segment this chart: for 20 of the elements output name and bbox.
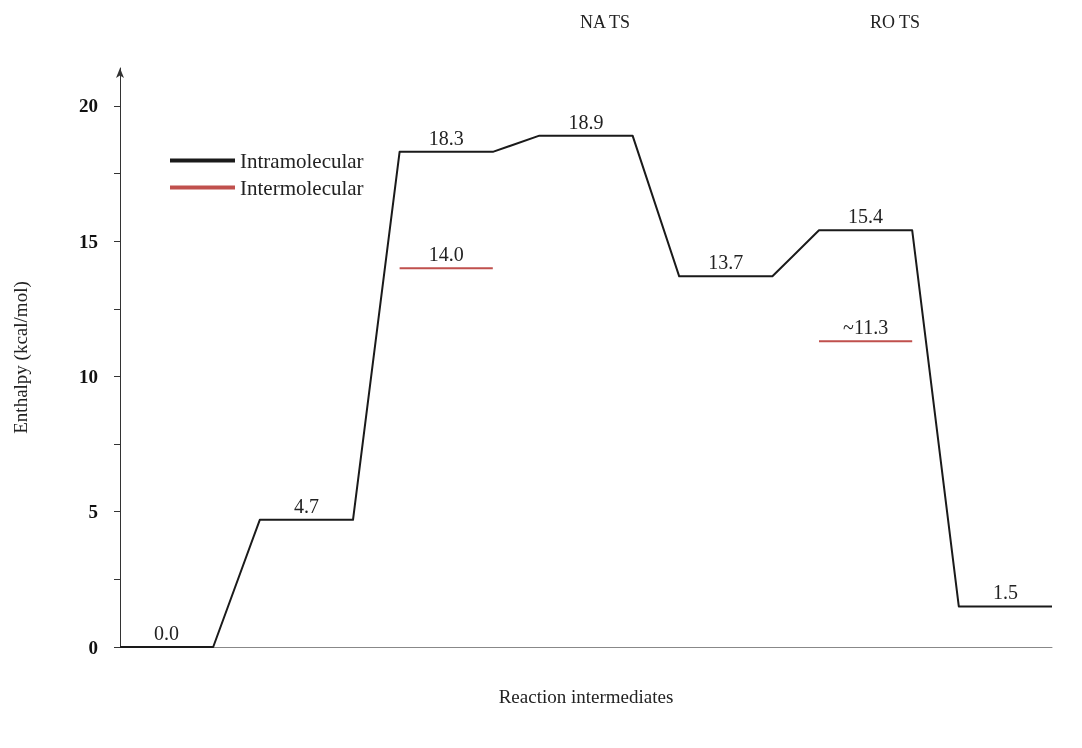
text: NA TS — [579, 12, 631, 32]
y-tick-label: 10 — [79, 365, 98, 387]
legend-label: Intramolecular — [240, 148, 364, 173]
data-label: 4.7 — [293, 494, 319, 517]
data-label: 18.9 — [568, 110, 604, 133]
data-label: 1.5 — [992, 581, 1018, 604]
legend-label: Intermolecular — [240, 175, 364, 200]
data-label: ~11.3 — [843, 316, 889, 339]
data-label: 13.7 — [708, 251, 744, 274]
text: RO TS — [869, 12, 921, 32]
x-axis-title: Reaction intermediates — [498, 686, 674, 707]
y-tick-label: 20 — [79, 95, 98, 117]
data-label: 14.0 — [428, 243, 464, 266]
data-label: 15.4 — [848, 205, 884, 228]
y-tick-label: 5 — [88, 501, 98, 523]
data-label: 0.0 — [154, 622, 180, 644]
data-label: 18.3 — [428, 126, 464, 149]
y-tick-label: 0 — [88, 636, 98, 658]
y-axis-title: Enthalpy (kcal/mol) — [10, 281, 32, 434]
y-tick-label: 15 — [79, 230, 98, 252]
